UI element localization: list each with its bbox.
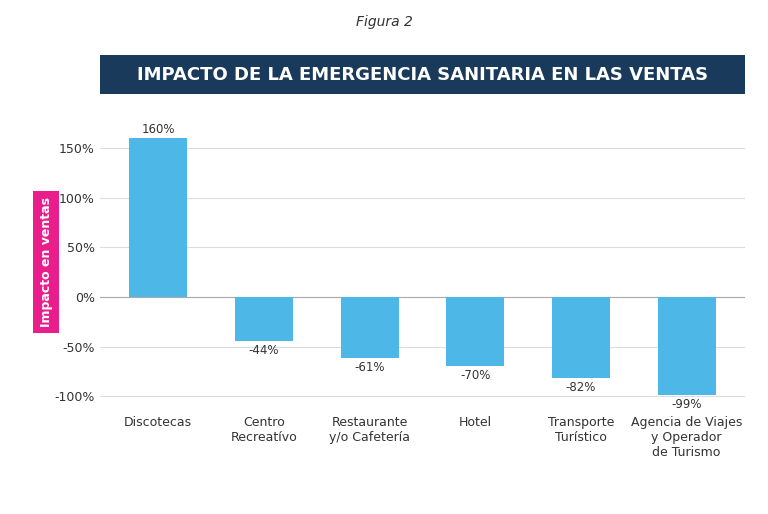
Text: Figura 2: Figura 2 [356, 15, 412, 29]
Text: 160%: 160% [141, 123, 175, 136]
Text: -82%: -82% [566, 381, 596, 394]
Bar [446, 297, 505, 366]
Text: -70%: -70% [460, 370, 491, 382]
Text: IMPACTO DE LA EMERGENCIA SANITARIA EN LAS VENTAS: IMPACTO DE LA EMERGENCIA SANITARIA EN LA… [137, 65, 708, 84]
Text: Impacto en ventas: Impacto en ventas [40, 197, 52, 327]
Text: -99%: -99% [671, 398, 702, 411]
Text: -61%: -61% [354, 360, 385, 374]
Bar [235, 297, 293, 341]
Bar [552, 297, 610, 378]
Bar [340, 297, 399, 358]
Bar [657, 297, 716, 395]
Bar [129, 138, 187, 297]
Text: -44%: -44% [249, 344, 279, 357]
